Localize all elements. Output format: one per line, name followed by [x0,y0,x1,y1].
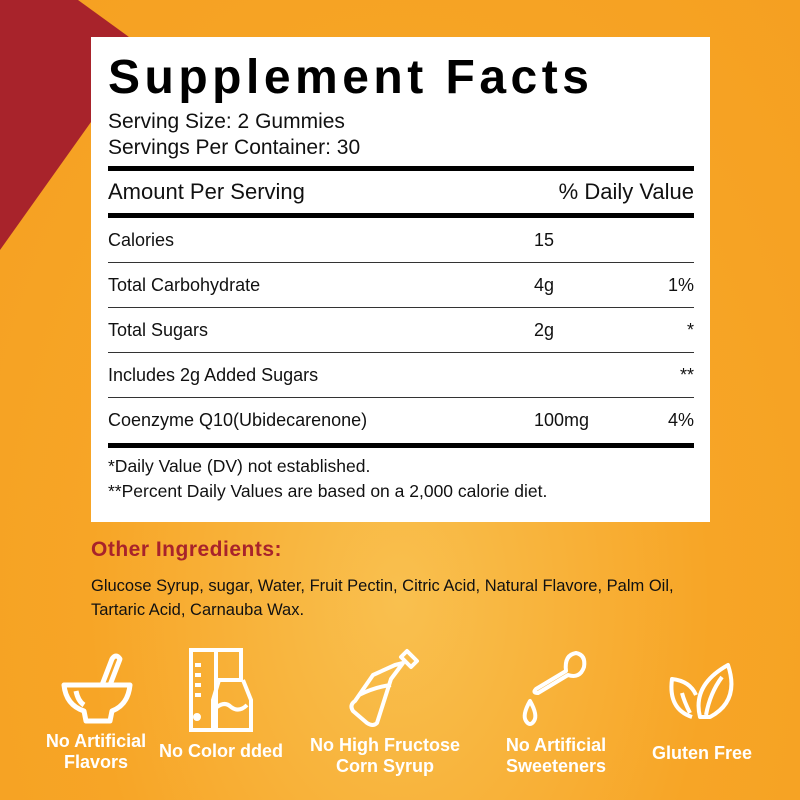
badge-label: No Color dded [159,741,283,761]
divider [108,213,694,218]
row-dv: 1% [667,274,694,295]
row-amount: 15 [534,229,555,250]
badge-label: No Artificial Flavors [45,731,147,772]
row-dv: 4% [667,410,694,430]
amount-header: Amount Per Serving [108,179,305,204]
badge-no-hfcs: No High Fructose Corn Syrup [310,645,460,777]
table-row: Includes 2g Added Sugars ** [108,353,694,398]
leaf-icon [669,663,734,719]
footnotes: *Daily Value (DV) not established. **Per… [108,454,694,504]
row-dv: ** [679,364,694,385]
badge-gluten-free: Gluten Free [627,645,777,764]
serving-size: Serving Size: 2 Gummies [108,110,345,133]
badge-no-artificial-flavors: No Artificial Flavors [21,645,171,773]
badge-label: No Artificial Sweeteners [505,735,607,776]
dropper-icon [522,651,587,726]
servings-per-container: Servings Per Container: 30 [108,136,361,159]
footnote-percent: **Percent Daily Values are based on a 2,… [108,481,548,501]
other-ingredients-text: Glucose Syrup, sugar, Water, Fruit Pecti… [91,577,674,619]
mortar-pestle-icon [61,653,133,724]
syrup-bottle-icon [349,649,419,727]
table-header: Amount Per Serving % Daily Value [108,171,694,213]
row-amount: 100mg [534,410,590,430]
row-name: Total Carbohydrate [108,274,261,295]
badge-no-artificial-sweeteners: No Artificial Sweeteners [481,645,631,777]
table-row: Total Sugars 2g * [108,308,694,353]
table-row: Calories 15 [108,218,694,263]
other-ingredients-heading: Other Ingredients: [91,538,283,561]
footnote-dv: *Daily Value (DV) not established. [108,456,371,476]
dv-header: % Daily Value [558,179,694,204]
badge-no-color-added: No Color dded [146,645,296,762]
row-amount: 4g [534,274,555,295]
row-dv: * [686,319,694,340]
row-name: Coenzyme Q10(Ubidecarenone) [108,410,368,430]
row-amount: 2g [534,319,555,340]
facts-title: Supplement Facts [108,51,594,104]
divider [108,166,694,171]
table-row: Coenzyme Q10(Ubidecarenone) 100mg 4% [108,398,694,443]
supplement-facts-panel: Supplement Facts Serving Size: 2 Gummies… [91,37,710,522]
blender-icon [189,648,253,732]
badge-label: No High Fructose Corn Syrup [310,735,461,776]
row-name: Includes 2g Added Sugars [108,364,319,385]
divider [108,443,694,448]
table-row: Total Carbohydrate 4g 1% [108,263,694,308]
row-name: Calories [108,229,175,250]
row-name: Total Sugars [108,319,209,340]
badge-label: Gluten Free [651,743,753,763]
